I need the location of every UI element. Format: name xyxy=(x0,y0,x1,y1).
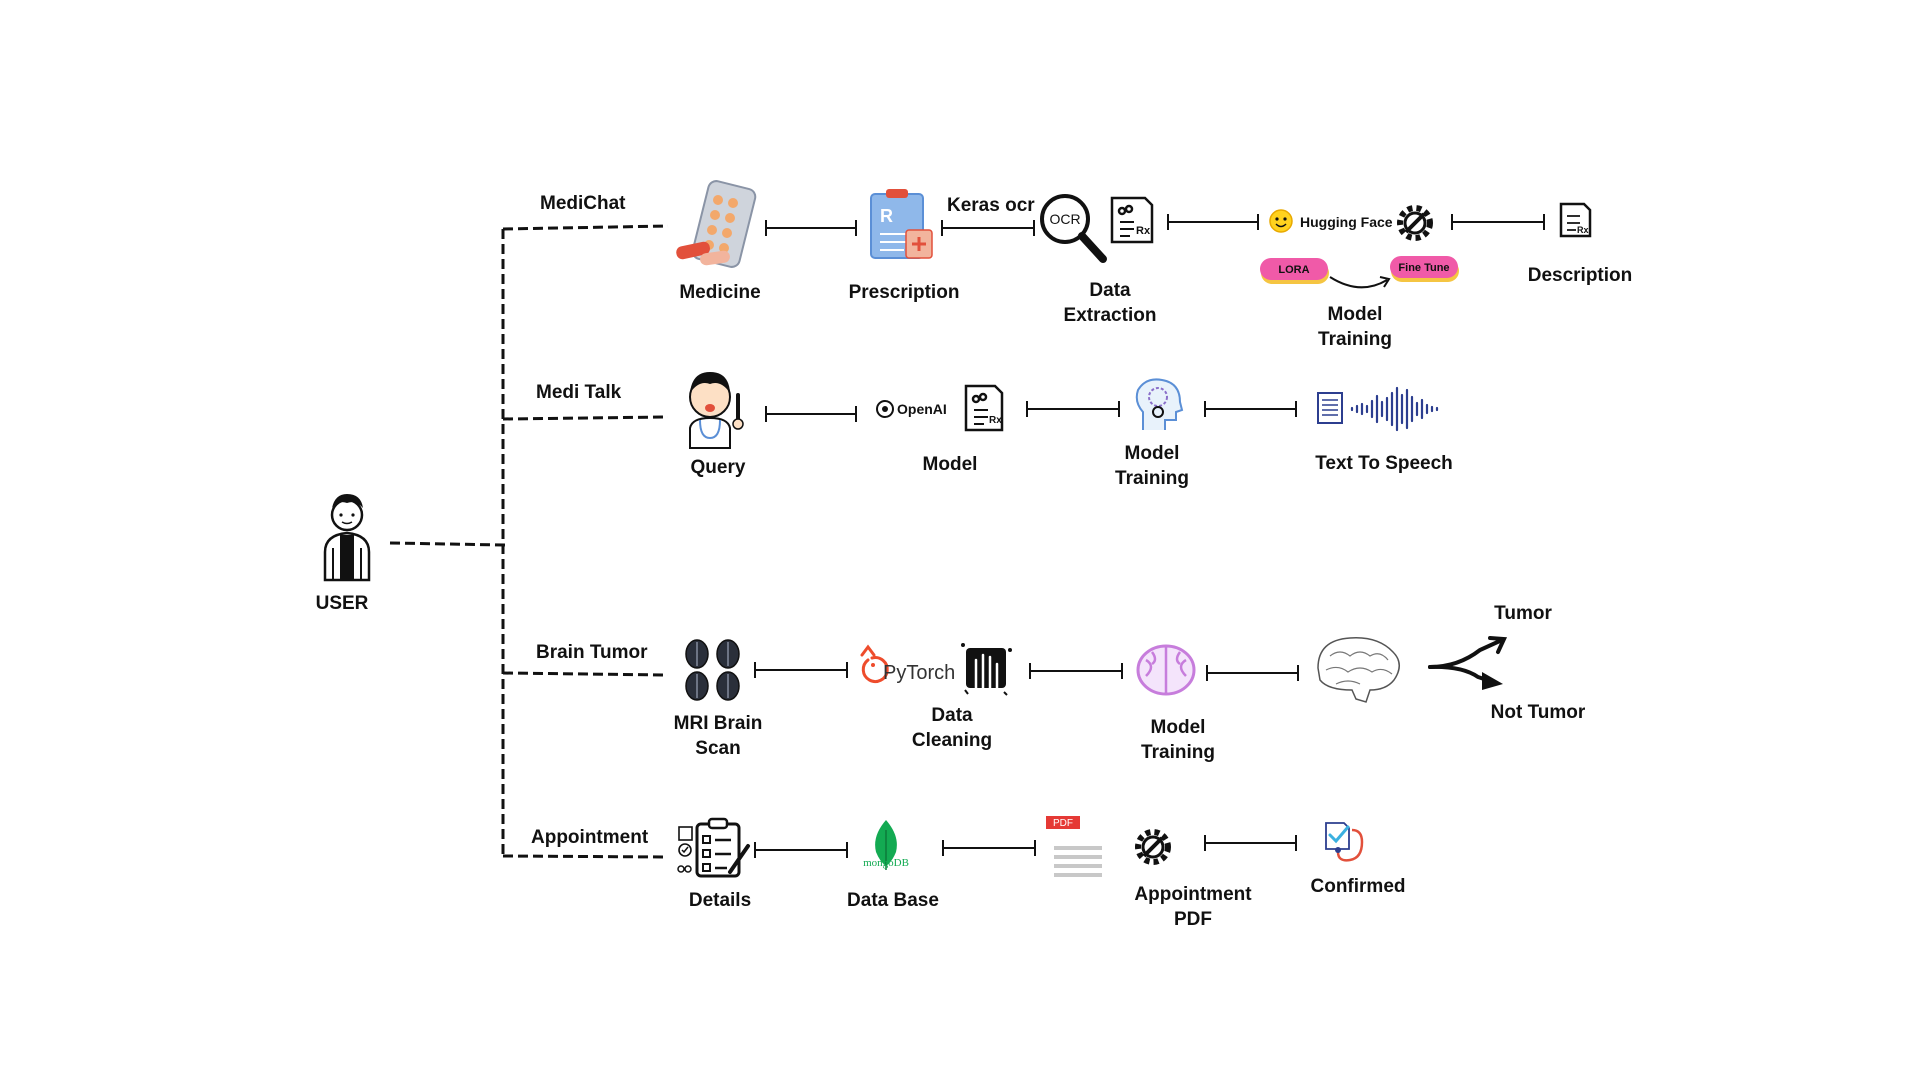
brain-model-training-line1: Model xyxy=(1151,717,1206,738)
pdf-badge-text: PDF xyxy=(1053,818,1073,829)
svg-text:R: R xyxy=(880,206,893,226)
training-to-brain-sketch-connector xyxy=(1206,665,1299,681)
details-label: Details xyxy=(689,890,751,911)
cleaning-to-training-connector xyxy=(1029,663,1123,679)
pdf-document-icon: PDF xyxy=(1046,816,1102,877)
meditalk-row: Query OpenAI Rx Model Model Training xyxy=(689,372,1453,489)
pytorch-label: PyTorch xyxy=(883,662,955,684)
text-document-icon xyxy=(1317,392,1343,424)
appointment-row: Details mongoDB Data Base PDF Appointmen… xyxy=(677,816,1406,930)
ocr-badge-text: OCR xyxy=(1049,211,1080,227)
brain-head-icon xyxy=(1135,378,1184,430)
meditalk-model-label: Model xyxy=(923,454,978,475)
meditalk-branch-label: Medi Talk xyxy=(536,382,622,403)
model-document-icon: Rx xyxy=(964,384,1004,432)
description-document-icon: Rx xyxy=(1559,202,1592,238)
gear-wrench-icon-2 xyxy=(1135,829,1171,865)
mongodb-label: mongoDB xyxy=(863,857,909,869)
details-to-mongodb-connector xyxy=(754,842,848,858)
lora-pill: LORA xyxy=(1260,258,1329,284)
medichat-branch-label: MediChat xyxy=(540,193,626,214)
openai-logo-icon xyxy=(876,400,894,418)
prescription-to-ocr-connector xyxy=(941,220,1035,236)
openai-label: OpenAI xyxy=(897,401,947,417)
prescription-clipboard-icon: R xyxy=(870,189,933,259)
tumor-label: Tumor xyxy=(1494,603,1552,624)
lora-text: LORA xyxy=(1278,264,1309,276)
finetune-pill: Fine Tune xyxy=(1390,256,1459,282)
confirmed-label: Confirmed xyxy=(1311,876,1406,897)
appointment-pdf-label-line1: Appointment xyxy=(1134,884,1252,905)
huggingface-emoji-icon xyxy=(1269,209,1293,233)
gear-wrench-icon xyxy=(1397,205,1433,241)
data-cleaning-label-line2: Cleaning xyxy=(912,730,992,751)
brain-sketch-icon xyxy=(1317,637,1400,703)
brain-model-training-line2: Training xyxy=(1141,742,1215,763)
sound-wave-icon xyxy=(1350,386,1439,432)
extraction-document-icon: Rx xyxy=(1110,196,1154,244)
description-label: Description xyxy=(1528,265,1633,286)
medichat-model-training-line1: Model xyxy=(1328,304,1383,325)
medichat-model-training-line2: Training xyxy=(1318,329,1392,350)
medicine-pills-icon xyxy=(676,180,757,268)
medicine-label: Medicine xyxy=(679,282,760,303)
user-trunk-connectors xyxy=(389,224,669,859)
svg-text:Rx: Rx xyxy=(1577,225,1589,235)
not-tumor-label: Not Tumor xyxy=(1491,702,1586,723)
meditalk-model-training-line1: Model xyxy=(1125,443,1180,464)
mri-label-line2: Scan xyxy=(695,738,740,759)
data-extraction-label-line2: Extraction xyxy=(1064,305,1157,326)
data-extraction-label-line1: Data xyxy=(1089,280,1131,301)
mongodb-leaf-icon xyxy=(875,820,897,870)
pytorch-flame-icon xyxy=(860,644,889,683)
user-node: USER xyxy=(316,494,371,614)
mri-label-line1: MRI Brain xyxy=(674,713,763,734)
training-to-description-connector xyxy=(1451,214,1545,230)
text-to-speech-label: Text To Speech xyxy=(1315,453,1453,474)
finetune-text: Fine Tune xyxy=(1398,262,1449,274)
mongodb-to-pdf-connector xyxy=(942,840,1036,856)
mri-scan-icon xyxy=(685,639,740,701)
appointment-branch-line xyxy=(502,854,669,859)
svg-text:Rx: Rx xyxy=(1136,225,1151,237)
stethoscope-check-icon xyxy=(1325,822,1364,862)
ocr-magnifier-icon: OCR xyxy=(1040,194,1107,263)
pdf-to-confirmed-connector xyxy=(1204,835,1297,851)
training-to-tts-connector xyxy=(1204,401,1297,417)
data-cleaning-label-line1: Data xyxy=(931,705,973,726)
user-to-trunk-line xyxy=(389,541,506,547)
database-label: Data Base xyxy=(847,890,939,911)
user-label: USER xyxy=(316,593,369,614)
appointment-branch-label: Appointment xyxy=(531,827,649,848)
user-icon xyxy=(323,494,371,582)
checklist-clipboard-icon xyxy=(677,817,750,878)
brain-tumor-row: MRI Brain Scan PyTorch Data Cleaning Mod… xyxy=(674,603,1586,763)
brain-branch-line xyxy=(502,671,669,677)
query-to-openai-connector xyxy=(765,406,857,422)
cleaning-hand-icon xyxy=(961,643,1012,696)
keras-ocr-label: Keras ocr xyxy=(947,195,1035,216)
purple-brain-icon xyxy=(1136,644,1196,696)
split-arrows-icon xyxy=(1428,636,1508,690)
ocr-to-huggingface-connector xyxy=(1167,214,1259,230)
lora-to-finetune-arrow xyxy=(1329,276,1388,289)
query-label: Query xyxy=(691,457,746,478)
model-to-training-connector xyxy=(1026,401,1120,417)
medichat-row: Medicine R Prescription Keras ocr OCR Rx… xyxy=(676,180,1633,350)
hugging-face-label: Hugging Face xyxy=(1300,214,1393,230)
medichat-branch-line xyxy=(502,224,669,231)
appointment-pdf-label-line2: PDF xyxy=(1174,909,1212,930)
medicine-to-prescription-connector xyxy=(765,220,857,236)
meditalk-branch-line xyxy=(502,415,669,421)
doctor-query-icon xyxy=(689,372,744,449)
meditalk-model-training-line2: Training xyxy=(1115,468,1189,489)
prescription-label: Prescription xyxy=(849,282,960,303)
svg-text:Rx: Rx xyxy=(989,415,1002,426)
mri-to-pytorch-connector xyxy=(754,662,848,678)
brain-branch-label: Brain Tumor xyxy=(536,642,648,663)
